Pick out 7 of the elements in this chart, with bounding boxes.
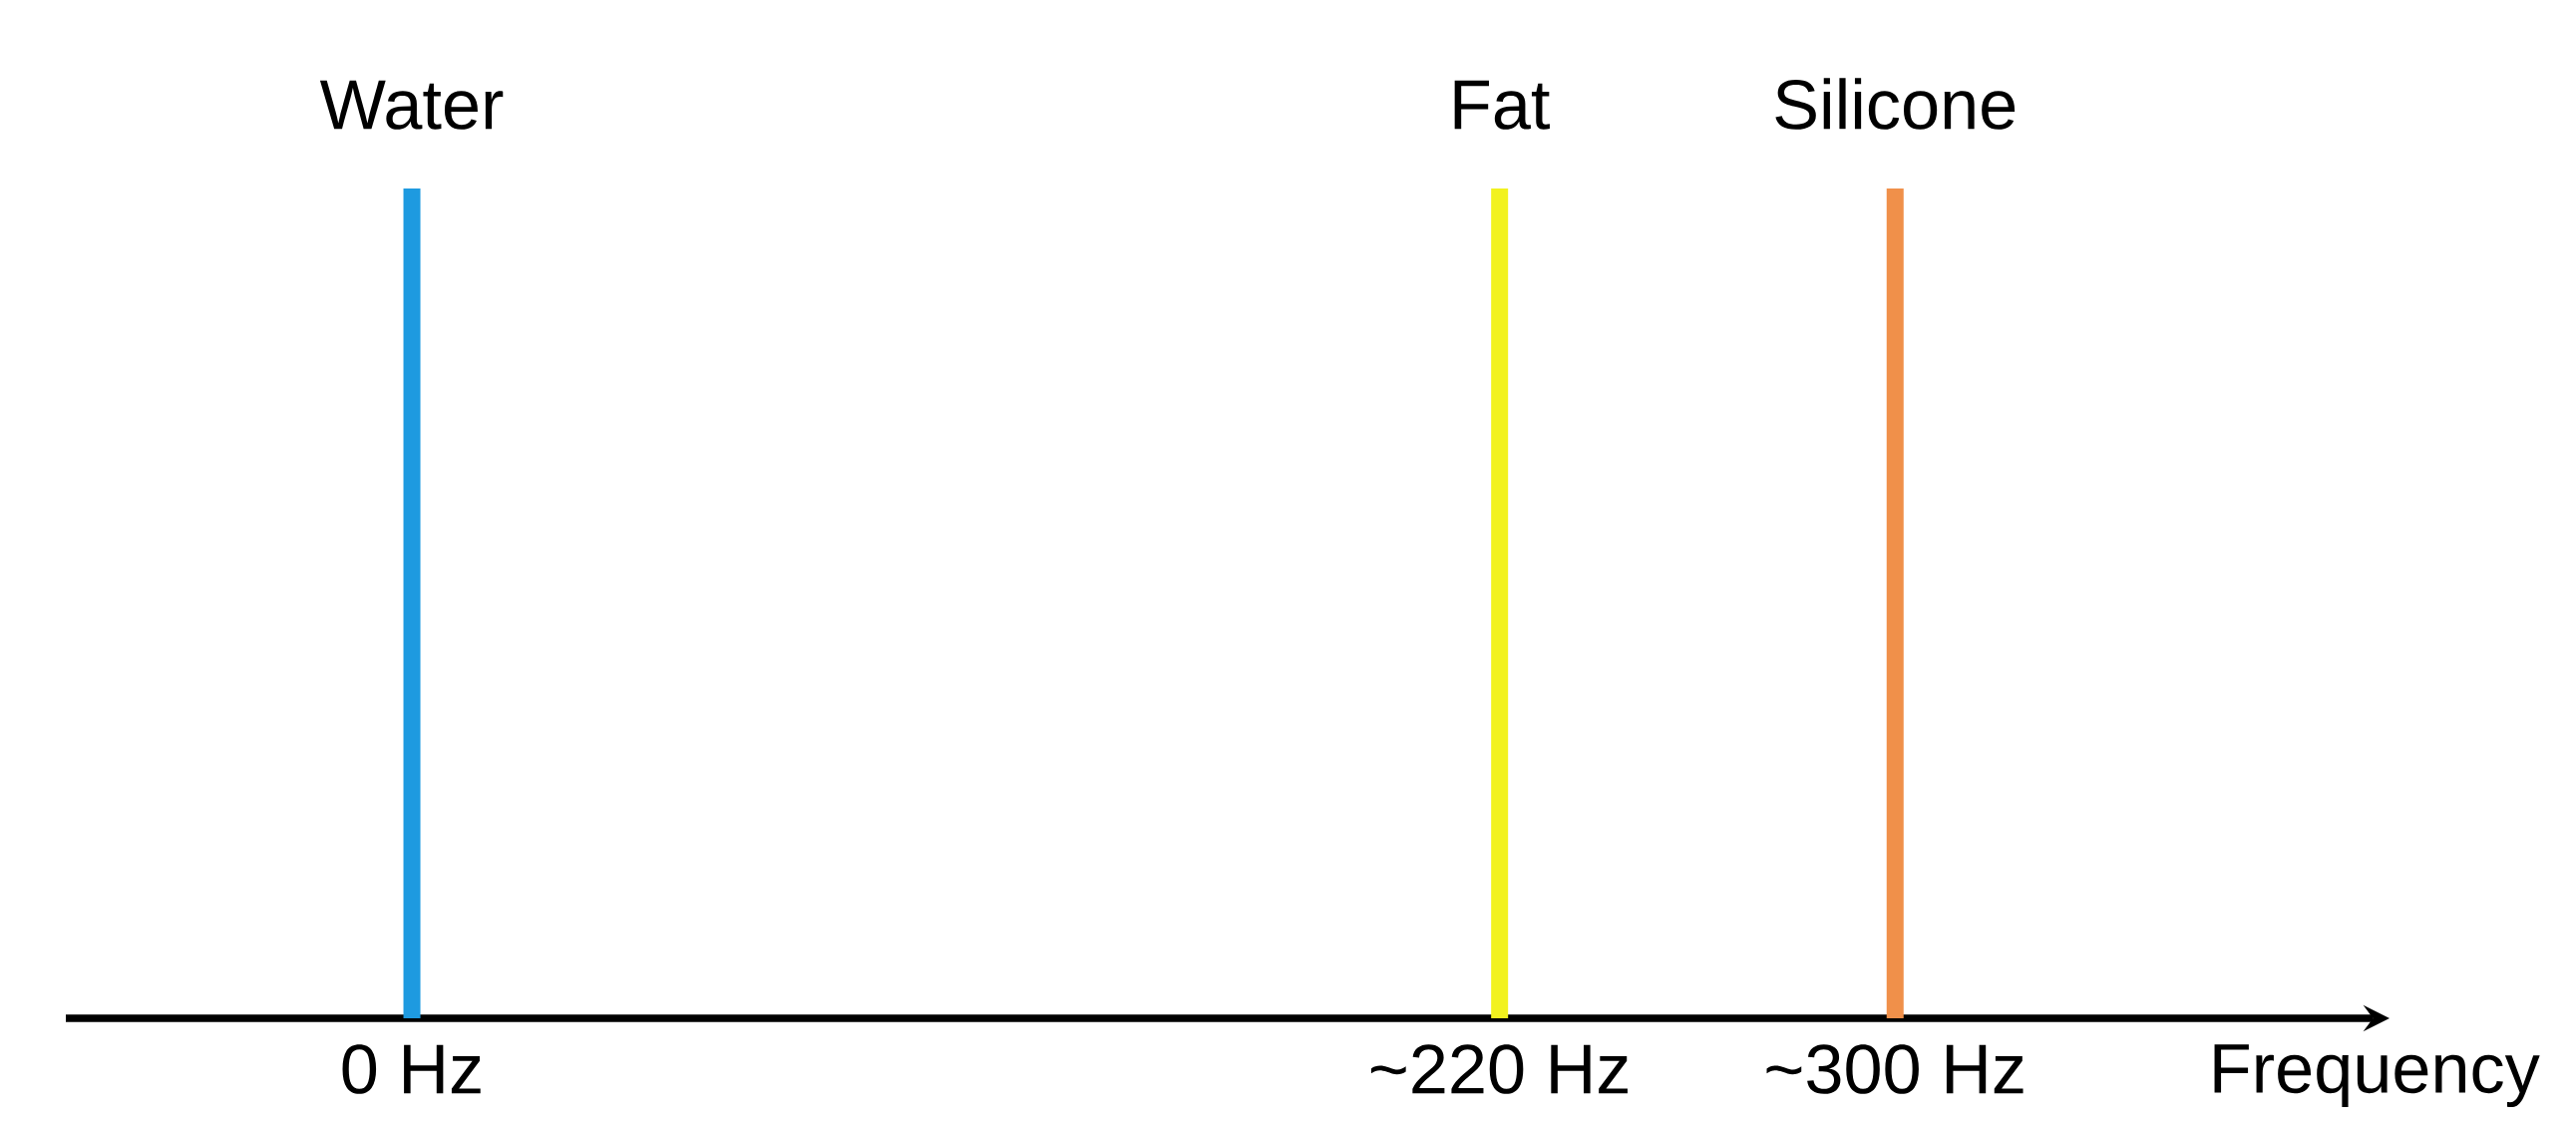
x-tick-label: ~220 Hz xyxy=(1370,1044,1628,1094)
x-tick-label: ~300 Hz xyxy=(1766,1044,2024,1094)
series-label: Fat xyxy=(1454,80,1550,130)
series-label: Water xyxy=(319,80,504,130)
x-tick-label: 0 Hz xyxy=(342,1044,481,1094)
series-label: Silicone xyxy=(1775,78,2016,130)
x-axis-title: Frequency xyxy=(2214,1044,2540,1108)
